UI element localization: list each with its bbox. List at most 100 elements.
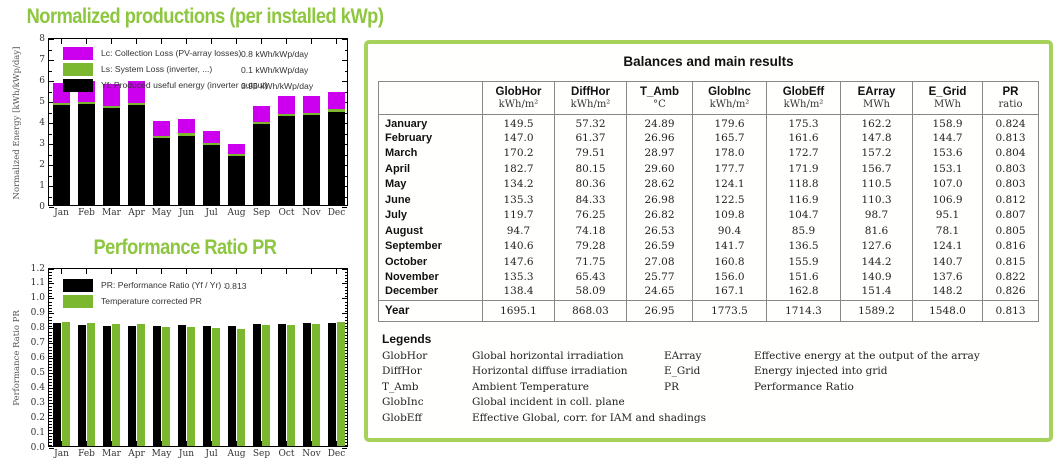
y-axis-minor-tick: [49, 340, 52, 342]
column-header-pr: PR ratio: [982, 81, 1039, 115]
y-axis-minor-tick: [49, 394, 52, 396]
table-row-december: December 138.4 58.09 24.65 167.1 162.8 151.4 14…: [378, 285, 1039, 301]
x-tick-label: Oct: [278, 449, 295, 459]
y-axis-major-tick: [49, 164, 54, 166]
pr-bar-feb: [78, 324, 86, 446]
legend-description: Horizontal diffuse irradiation: [472, 365, 628, 378]
value-cell: 162.2: [840, 114, 913, 130]
y-axis-major-tick: [49, 387, 54, 389]
table-row-november: November 135.3 65.43 25.77 156.0 151.6 140.9 13…: [378, 269, 1039, 285]
ls-bar-mar: [103, 105, 120, 108]
lc-bar-sep: [253, 105, 270, 123]
value-cell: 178.0: [692, 145, 767, 161]
pr-corrected-bar-apr: [137, 323, 145, 446]
y-axis-minor-tick: [344, 70, 347, 72]
legend-description: Ambient Temperature: [472, 380, 589, 393]
y-axis-minor-tick: [344, 289, 347, 291]
y-axis-minor-tick: [49, 439, 52, 441]
y-axis-minor-tick: [49, 346, 52, 348]
value-cell: 158.9: [912, 114, 983, 130]
value-cell: 119.7: [482, 207, 555, 223]
column-header-diffhor: DiffHor kWh/m²: [554, 81, 627, 115]
legend-definition-row: GlobInc Global incident in coll. plane: [382, 395, 706, 411]
y-axis-tick-label: 0: [39, 201, 45, 212]
x-axis-tick: [286, 269, 287, 274]
normalized-productions-title: Normalized productions (per installed kW…: [26, 5, 384, 29]
y-axis-minor-tick: [344, 316, 347, 318]
ls-bar-nov: [303, 113, 320, 116]
ls-bar-jan: [53, 102, 70, 105]
yf-bar-dec: [328, 111, 345, 205]
value-cell: 124.1: [912, 238, 983, 254]
value-cell: 127.6: [840, 238, 913, 254]
y-axis-minor-tick: [344, 412, 347, 414]
y-axis-major-tick: [342, 298, 347, 300]
pr-corrected-bar-may: [162, 326, 170, 446]
plot-legend-row: Ls: System Loss (inverter, ...): [63, 61, 343, 77]
x-axis-tick: [61, 39, 62, 44]
value-cell: 147.8: [840, 130, 913, 146]
value-cell: 107.0: [912, 176, 983, 192]
y-axis-minor-tick: [49, 370, 52, 372]
legend-swatch: [63, 46, 93, 60]
x-axis-tick: [311, 269, 312, 274]
performance-ratio-title: Performance Ratio PR: [93, 236, 277, 260]
y-axis-major-tick: [49, 447, 54, 449]
lc-bar-jul: [203, 130, 220, 143]
y-axis-major-tick: [49, 313, 54, 315]
y-axis-major-tick: [342, 447, 347, 449]
value-cell: 84.33: [554, 192, 627, 208]
x-axis-tick: [161, 441, 162, 446]
value-cell: 134.2: [482, 176, 555, 192]
y-axis-tick-label: 0.6: [30, 353, 45, 363]
pr-corrected-bar-aug: [237, 328, 245, 446]
value-cell: 0.822: [982, 269, 1039, 285]
value-cell: 0.826: [982, 285, 1039, 301]
value-cell: 76.25: [554, 207, 627, 223]
pr-bar-apr: [128, 326, 136, 446]
yf-bar-aug: [228, 155, 245, 205]
y-axis-minor-tick: [344, 334, 347, 336]
x-tick-label: Jan: [54, 208, 69, 218]
x-axis-tick: [86, 441, 87, 446]
y-axis-major-tick: [49, 206, 54, 208]
month-cell: August: [378, 223, 483, 239]
value-cell: 106.9: [912, 192, 983, 208]
month-cell: October: [378, 254, 483, 270]
y-axis-minor-tick: [344, 445, 347, 447]
y-axis-minor-tick: [344, 352, 347, 354]
x-axis-tick: [286, 441, 287, 446]
y-axis-minor-tick: [344, 325, 347, 327]
y-axis-major-tick: [49, 417, 54, 419]
value-cell: 177.7: [692, 161, 767, 177]
y-axis-minor-tick: [344, 340, 347, 342]
y-axis-minor-tick: [49, 400, 52, 402]
y-axis-minor-tick: [344, 409, 347, 411]
normalized-productions-chart: Lc: Collection Loss (PV-array losses) 0.8…: [39, 34, 348, 218]
value-cell: 0.807: [982, 207, 1039, 223]
y-axis-minor-tick: [344, 385, 347, 387]
yf-bar-nov: [303, 115, 320, 205]
x-tick-label: Apr: [128, 449, 145, 459]
legend-definition-row: T_Amb Ambient Temperature: [382, 379, 706, 395]
value-cell: 151.6: [766, 269, 841, 285]
x-axis-tick: [186, 441, 187, 446]
x-tick-label: Jul: [205, 449, 218, 459]
pr-bar-dec: [328, 322, 336, 446]
value-cell: 25.77: [626, 269, 693, 285]
y-axis-minor-tick: [344, 427, 347, 429]
y-axis-major-tick: [342, 206, 347, 208]
x-axis-tick: [186, 39, 187, 44]
y-axis-minor-tick: [344, 424, 347, 426]
yf-bar-feb: [78, 104, 95, 205]
value-cell: 71.75: [554, 254, 627, 270]
y-axis-minor-tick: [49, 421, 52, 423]
legend-term: GlobHor: [382, 349, 428, 362]
y-axis-tick-label: 8: [39, 33, 45, 44]
lc-bar-jun: [178, 119, 195, 134]
lc-bar-mar: [103, 84, 120, 106]
value-cell: 90.4: [692, 223, 767, 239]
value-cell: 162.8: [766, 285, 841, 301]
y-axis-minor-tick: [49, 49, 52, 51]
x-axis-tick: [161, 269, 162, 274]
